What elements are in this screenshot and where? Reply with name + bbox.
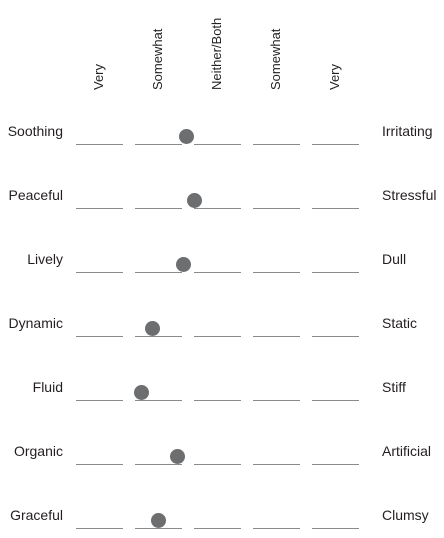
right-anchor-label: Stressful <box>382 187 437 203</box>
scale-row: Peaceful Stressful <box>0 188 444 218</box>
scale-segment-2[interactable] <box>135 400 182 401</box>
scale-segment-5[interactable] <box>312 400 359 401</box>
scale-segment-1[interactable] <box>76 528 123 529</box>
rating-marker[interactable] <box>187 193 203 208</box>
rating-marker[interactable] <box>176 257 192 272</box>
column-header-very-left: Very <box>91 63 106 90</box>
scale-segment-2[interactable] <box>135 208 182 209</box>
scale-segment-5[interactable] <box>312 272 359 273</box>
right-anchor-label: Artificial <box>382 443 432 459</box>
left-anchor-label: Soothing <box>7 123 63 139</box>
left-anchor-label: Organic <box>13 443 63 459</box>
left-anchor-label: Graceful <box>10 507 63 523</box>
column-header-neither-both: Neither/Both <box>209 17 224 90</box>
scale-segment-1[interactable] <box>76 336 123 337</box>
rating-marker[interactable] <box>170 449 186 464</box>
left-anchor-label: Lively <box>27 251 63 267</box>
scale-segment-1[interactable] <box>76 272 123 273</box>
scale-segment-4[interactable] <box>253 208 300 209</box>
scale-row: Dynamic Static <box>0 316 444 346</box>
scale-segment-3[interactable] <box>194 528 241 529</box>
scale-segment-5[interactable] <box>312 208 359 209</box>
column-header-somewhat-left: Somewhat <box>150 28 165 90</box>
scale-segment-3[interactable] <box>194 400 241 401</box>
scale-segment-2[interactable] <box>135 528 182 529</box>
scale-segment-5[interactable] <box>312 144 359 145</box>
column-header-somewhat-right: Somewhat <box>268 28 283 90</box>
scale-row: Organic Artificial <box>0 444 444 474</box>
rating-marker[interactable] <box>133 385 149 400</box>
scale-segment-4[interactable] <box>253 336 300 337</box>
scale-segment-1[interactable] <box>76 464 123 465</box>
scale-segment-2[interactable] <box>135 272 182 273</box>
right-anchor-label: Irritating <box>382 123 433 139</box>
right-anchor-label: Stiff <box>382 379 406 395</box>
scale-segment-4[interactable] <box>253 528 300 529</box>
scale-segment-2[interactable] <box>135 336 182 337</box>
left-anchor-label: Peaceful <box>8 187 63 203</box>
scale-segment-1[interactable] <box>76 144 123 145</box>
right-anchor-label: Static <box>382 315 418 331</box>
scale-segment-3[interactable] <box>194 144 241 145</box>
scale-row: Graceful Clumsy <box>0 508 444 538</box>
scale-segment-1[interactable] <box>76 400 123 401</box>
rating-marker[interactable] <box>178 129 194 144</box>
right-anchor-label: Clumsy <box>382 507 429 523</box>
left-anchor-label: Dynamic <box>8 315 63 331</box>
rating-marker[interactable] <box>150 513 166 528</box>
scale-segment-3[interactable] <box>194 272 241 273</box>
scale-row: Fluid Stiff <box>0 380 444 410</box>
scale-segment-4[interactable] <box>253 272 300 273</box>
scale-segment-5[interactable] <box>312 336 359 337</box>
left-anchor-label: Fluid <box>32 379 63 395</box>
scale-row: Soothing Irritating <box>0 124 444 154</box>
column-header-very-right: Very <box>327 63 342 90</box>
scale-segment-4[interactable] <box>253 400 300 401</box>
scale-segment-2[interactable] <box>135 144 182 145</box>
scale-segment-3[interactable] <box>194 336 241 337</box>
rating-marker[interactable] <box>144 321 160 336</box>
scale-segment-4[interactable] <box>253 144 300 145</box>
scale-segment-3[interactable] <box>194 208 241 209</box>
scale-segment-2[interactable] <box>135 464 182 465</box>
scale-segment-3[interactable] <box>194 464 241 465</box>
scale-row: Lively Dull <box>0 252 444 282</box>
scale-segment-5[interactable] <box>312 464 359 465</box>
scale-segment-5[interactable] <box>312 528 359 529</box>
scale-segment-1[interactable] <box>76 208 123 209</box>
scale-segment-4[interactable] <box>253 464 300 465</box>
right-anchor-label: Dull <box>382 251 407 267</box>
